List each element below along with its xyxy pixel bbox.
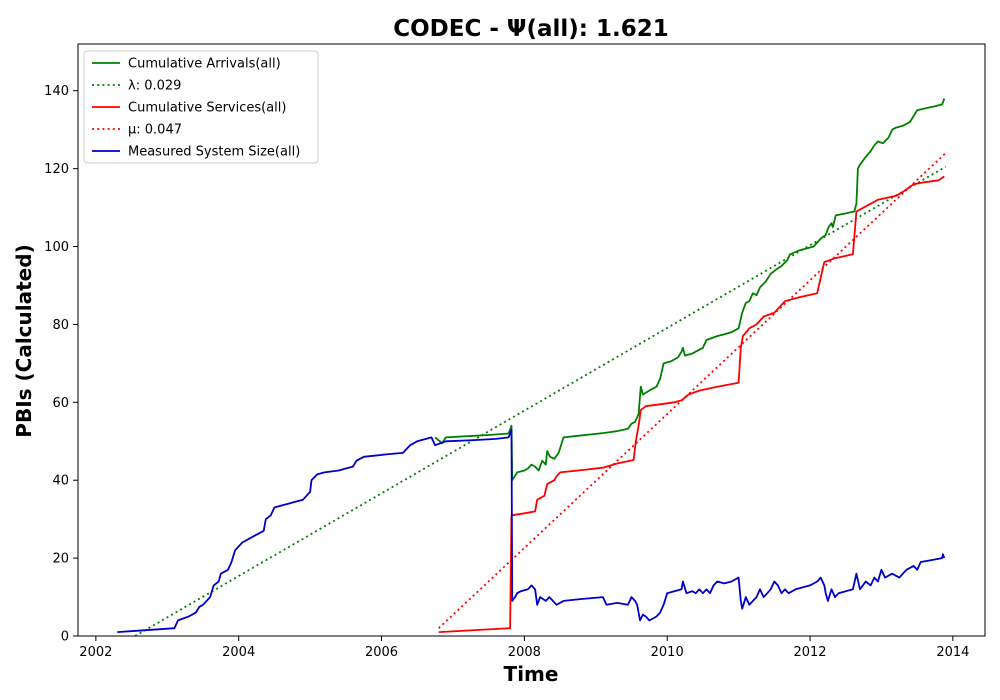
y-tick-label: 140 <box>44 84 69 99</box>
series-layer <box>117 98 947 637</box>
series-line-3 <box>438 152 947 629</box>
series-line-2 <box>438 175 945 633</box>
legend: Cumulative Arrivals(all) λ: 0.029 Cumulati… <box>83 50 319 164</box>
legend-box <box>83 50 319 164</box>
series-line-0 <box>434 98 946 482</box>
series-line-4 <box>117 428 946 633</box>
x-tick-label: 2012 <box>793 645 826 660</box>
series-line-1 <box>134 165 947 637</box>
x-tick-label: 2006 <box>365 645 398 660</box>
x-axis-title: Time <box>504 662 559 686</box>
legend-label: Measured System Size(all) <box>128 145 300 160</box>
x-tick-label: 2004 <box>222 645 255 660</box>
legend-label: μ: 0.047 <box>128 123 182 138</box>
y-tick-label: 60 <box>52 396 69 411</box>
y-tick-label: 20 <box>52 552 69 567</box>
y-tick-label: 100 <box>44 240 69 255</box>
y-axis-title: PBIs (Calculated) <box>12 244 36 437</box>
x-tick-label: 2008 <box>508 645 541 660</box>
y-tick-label: 40 <box>52 474 69 489</box>
y-tick-label: 120 <box>44 162 69 177</box>
legend-label: Cumulative Services(all) <box>128 101 286 116</box>
ticks-layer: 2002 2004 2006 2008 2010 2012 2014 0 20 40 60 80 100… <box>44 84 969 660</box>
y-tick-label: 80 <box>52 318 69 333</box>
y-tick-label: 0 <box>61 630 69 645</box>
legend-label: λ: 0.029 <box>128 79 181 94</box>
x-tick-label: 2014 <box>936 645 969 660</box>
chart-title: CODEC - Ψ(all): 1.621 <box>393 16 668 42</box>
x-tick-label: 2010 <box>651 645 684 660</box>
x-tick-label: 2002 <box>79 645 112 660</box>
legend-label: Cumulative Arrivals(all) <box>128 57 281 72</box>
axes-frame <box>77 43 986 637</box>
